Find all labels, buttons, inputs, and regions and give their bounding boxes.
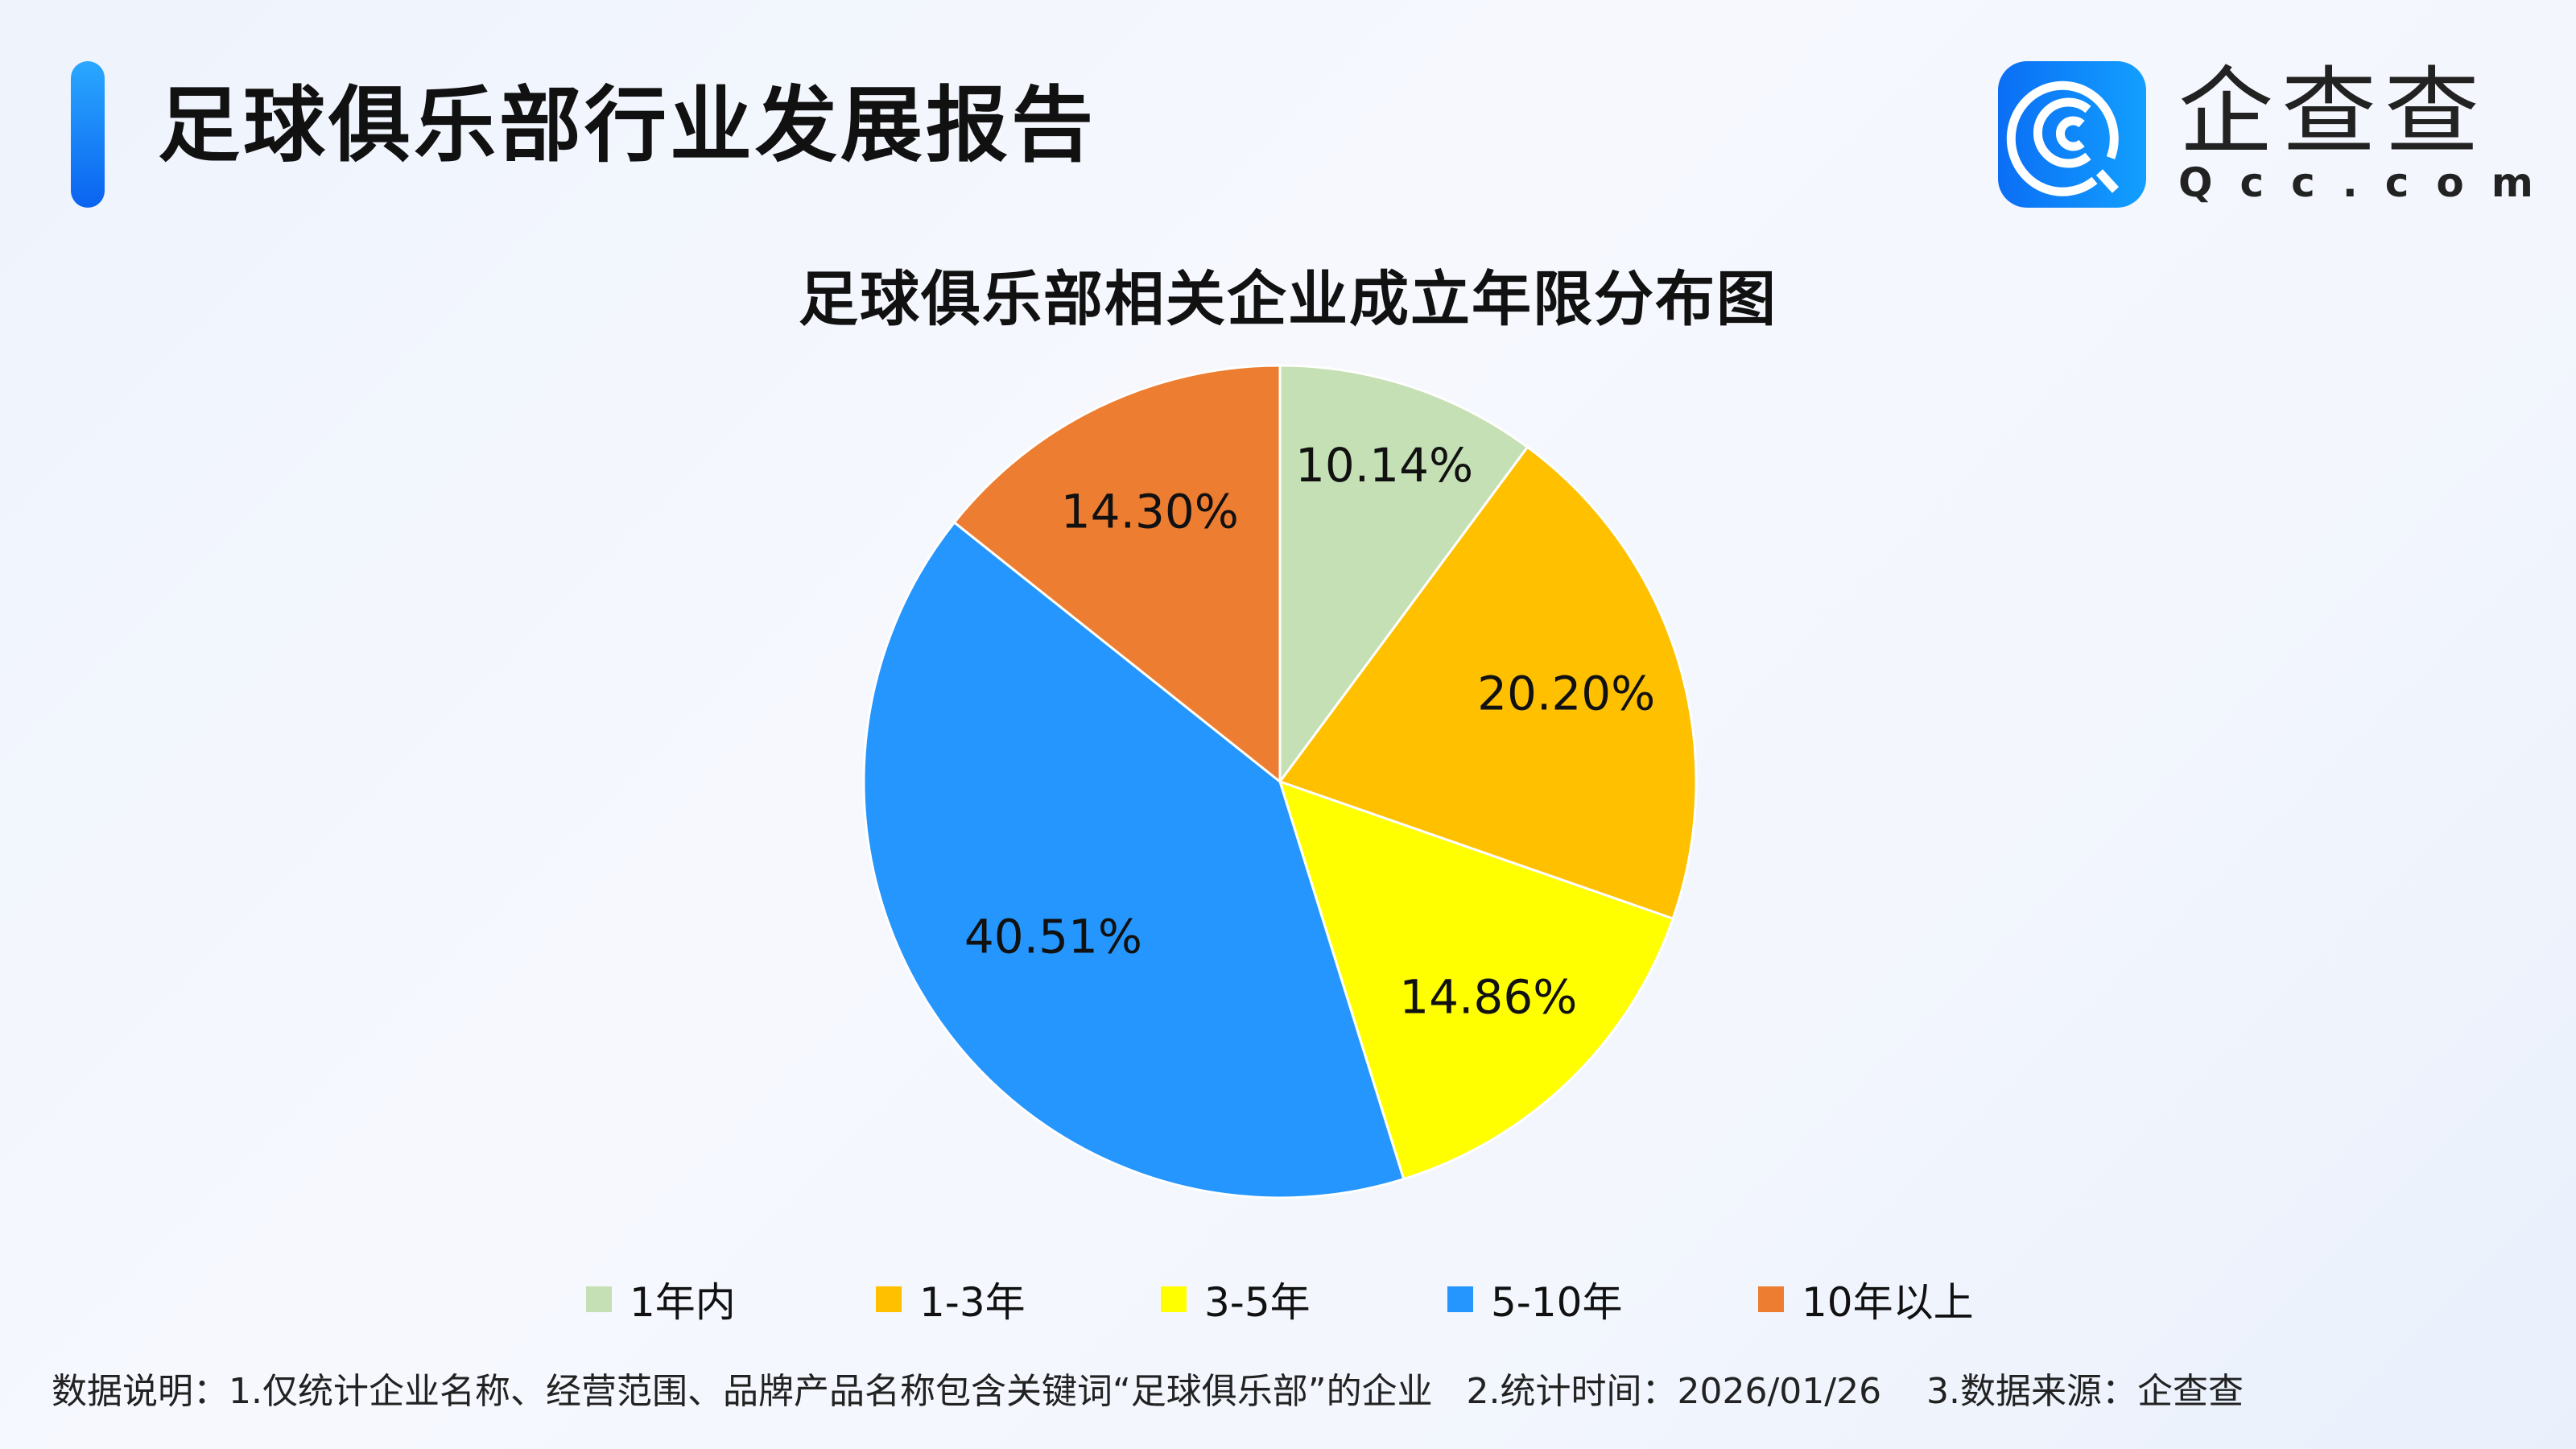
- logo-cn-text: 企查查: [2178, 56, 2488, 167]
- data-label-4: 40.51%: [964, 910, 1142, 964]
- legend-swatch: [586, 1286, 612, 1312]
- legend-item-5: 10年以上: [1758, 1270, 1974, 1328]
- qcc-logo-icon: [1998, 61, 2146, 208]
- legend-swatch: [1161, 1286, 1187, 1312]
- legend-label: 10年以上: [1802, 1279, 1974, 1326]
- legend-item-4: 5-10年: [1447, 1270, 1622, 1328]
- data-label-1: 10.14%: [1295, 438, 1473, 493]
- chart-title: 足球俱乐部相关企业成立年限分布图: [799, 265, 1777, 334]
- legend-label: 1年内: [630, 1279, 736, 1326]
- data-label-3: 14.86%: [1399, 970, 1577, 1025]
- legend-label: 1-3年: [919, 1279, 1026, 1326]
- legend-item-3: 3-5年: [1161, 1270, 1311, 1328]
- legend-swatch: [1447, 1286, 1473, 1312]
- legend-swatch: [1758, 1286, 1784, 1312]
- legend-item-1: 1年内: [586, 1270, 736, 1328]
- legend-label: 5-10年: [1491, 1279, 1623, 1326]
- pie-slice-4: [862, 520, 1406, 1199]
- legend: 1年内 1-3年 3-5年 5-10年 10年以上: [0, 1270, 2576, 1326]
- pie-slice-1: [1278, 364, 1530, 786]
- data-label-2: 20.20%: [1477, 666, 1655, 720]
- pie-slice-5: [952, 364, 1282, 785]
- page-title: 足球俱乐部行业发展报告: [158, 78, 1096, 174]
- legend-swatch: [876, 1286, 902, 1312]
- data-label-5: 14.30%: [1061, 485, 1239, 539]
- legend-label: 3-5年: [1204, 1279, 1311, 1326]
- pie-slice-2: [1278, 445, 1698, 921]
- footer-note: 数据说明：1.仅统计企业名称、经营范围、品牌产品名称包含关键词“足球俱乐部”的企…: [52, 1371, 2244, 1412]
- pie-slice-3: [1278, 779, 1675, 1181]
- qcc-logo: 企查查 Qcc.com: [1998, 61, 2561, 208]
- logo-en-text: Qcc.com: [2178, 159, 2561, 206]
- accent-bar: [71, 61, 105, 208]
- legend-item-2: 1-3年: [876, 1270, 1026, 1328]
